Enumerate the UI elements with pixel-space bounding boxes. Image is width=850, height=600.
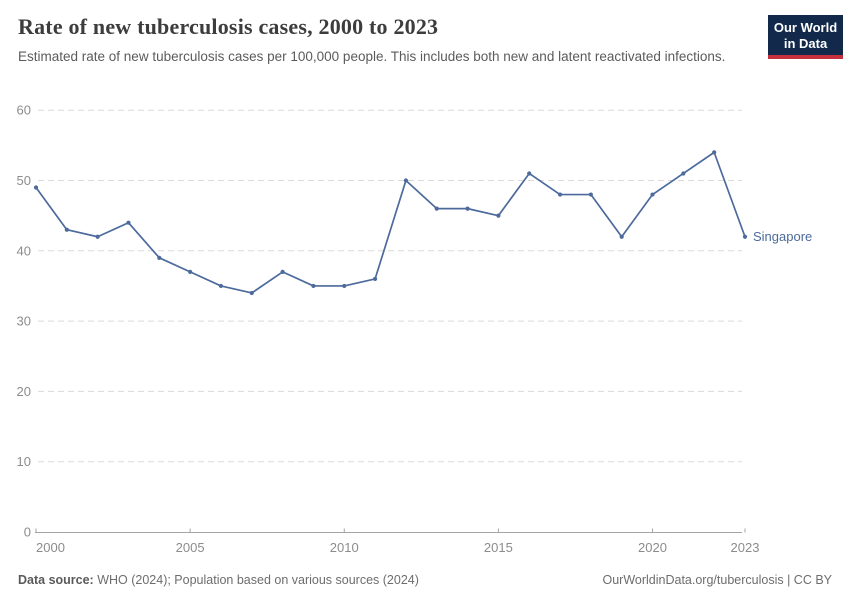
data-point (249, 290, 254, 296)
chart-subtitle: Estimated rate of new tuberculosis cases… (18, 49, 726, 64)
chart-header: Rate of new tuberculosis cases, 2000 to … (18, 14, 832, 67)
singapore-line (35, 151, 746, 294)
x-tick-label: 2023 (731, 540, 760, 555)
y-tick-label: 30 (17, 314, 31, 329)
x-tick-label: 2015 (484, 540, 513, 555)
data-point (280, 269, 285, 274)
data-point (188, 269, 193, 274)
data-point (95, 234, 100, 239)
data-point (465, 206, 470, 211)
data-point (33, 185, 39, 190)
data-point (342, 283, 347, 289)
data-source-text: WHO (2024); Population based on various … (93, 573, 419, 587)
owid-logo: Our World in Data (768, 15, 843, 60)
data-point (157, 255, 162, 260)
y-tick-label: 60 (17, 103, 31, 118)
data-point (527, 171, 532, 176)
data-point (218, 283, 224, 289)
series-label-singapore: Singapore (753, 229, 812, 244)
data-point (712, 150, 717, 155)
x-tick-label: 2010 (330, 540, 359, 555)
owid-url-link[interactable]: OurWorldinData.org/tuberculosis | CC BY (602, 573, 833, 587)
y-tick-label: 0 (24, 525, 31, 540)
data-point (64, 227, 69, 232)
owid-logo-line1: Our World (773, 20, 838, 35)
data-point (650, 192, 655, 197)
data-point (434, 206, 439, 211)
data-point (557, 192, 563, 197)
data-point (588, 192, 593, 197)
y-tick-label: 20 (17, 384, 31, 399)
data-point (403, 178, 409, 183)
data-point (681, 171, 686, 176)
data-point (742, 234, 748, 239)
chart-footer: Data source: WHO (2024); Population base… (18, 573, 832, 587)
data-source-label: Data source: (18, 573, 94, 587)
y-tick-label: 40 (17, 243, 31, 258)
chart-title: Rate of new tuberculosis cases, 2000 to … (18, 14, 439, 39)
data-point (126, 220, 131, 225)
data-point (496, 213, 501, 218)
x-tick-label: 2000 (36, 540, 65, 555)
owid-logo-line2: in Data (783, 35, 828, 51)
y-tick-label: 50 (17, 173, 31, 188)
x-tick-label: 2005 (176, 540, 205, 555)
data-point (311, 283, 316, 289)
data-point (372, 276, 378, 282)
x-tick-label: 2020 (638, 540, 667, 555)
data-point (619, 234, 624, 239)
y-tick-label: 10 (17, 454, 31, 469)
data-source-note: Data source: WHO (2024); Population base… (18, 573, 419, 587)
